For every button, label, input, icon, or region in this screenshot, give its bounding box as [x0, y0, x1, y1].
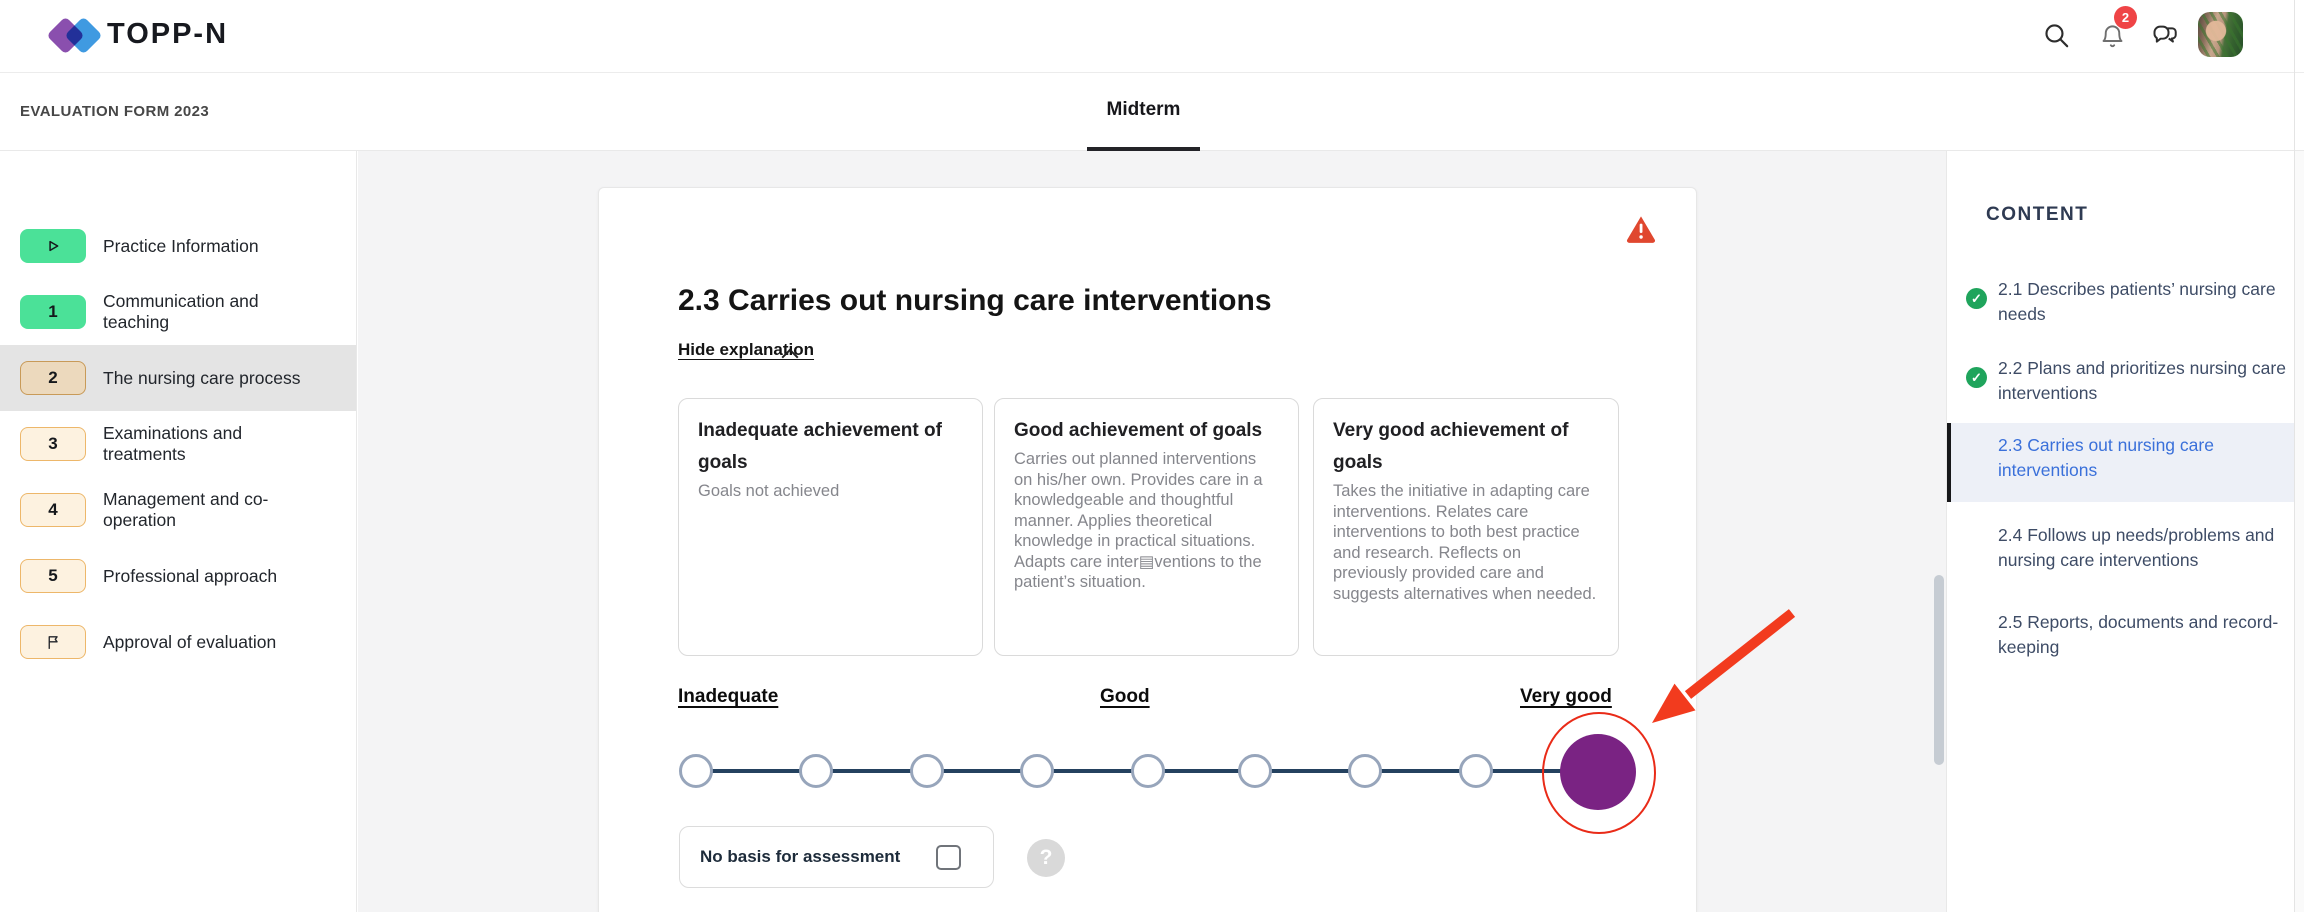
content-scrollbar-thumb[interactable]	[1934, 575, 1944, 765]
notification-count-badge[interactable]: 2	[2114, 6, 2137, 29]
annotation-circle	[1542, 712, 1656, 834]
play-icon	[20, 229, 86, 263]
explanation-very-good: Very good achievement of goals Takes the…	[1313, 398, 1619, 656]
check-icon: ✓	[1966, 367, 1987, 388]
sidebar-item-label: Approval of evaluation	[103, 631, 277, 652]
sidebar-badge: 2	[20, 361, 86, 395]
sidebar-item-communication[interactable]: 1 Communication and teaching	[0, 279, 356, 345]
hide-explanation-toggle[interactable]: Hide explanation	[678, 340, 815, 359]
explanation-title: Very good achievement of goals	[1333, 420, 1569, 473]
notifications-bell-icon[interactable]	[2099, 23, 2126, 50]
sidebar-item-professional-approach[interactable]: 5 Professional approach	[0, 543, 356, 609]
warning-icon	[1625, 214, 1657, 249]
search-icon[interactable]	[2043, 22, 2070, 49]
rating-point-8[interactable]	[1459, 754, 1493, 788]
explanation-title: Inadequate achievement of goals	[698, 420, 942, 473]
sidebar-item-label: Communication and teaching	[103, 291, 259, 332]
nav-item-label: 2.5 Reports, documents and record-keepin…	[1998, 612, 2279, 657]
flag-icon	[20, 625, 86, 659]
sidebar-item-label: Examinations and treatments	[103, 423, 243, 464]
explanation-inadequate: Inadequate achievement of goals Goals no…	[678, 398, 983, 656]
form-bar: EVALUATION FORM 2023 Midterm	[0, 73, 2304, 151]
scale-label-inadequate: Inadequate	[678, 686, 779, 707]
rating-point-3[interactable]	[910, 754, 944, 788]
sidebar-item-examinations[interactable]: 3 Examinations and treatments	[0, 411, 356, 477]
explanation-body: Takes the initiative in adapting care in…	[1333, 482, 1597, 603]
rating-point-2[interactable]	[799, 754, 833, 788]
chat-icon[interactable]	[2151, 22, 2178, 49]
tab-midterm[interactable]: Midterm	[1087, 73, 1200, 151]
nav-item-label: 2.1 Describes patients’ nursing care nee…	[1998, 279, 2276, 324]
content-nav-heading: CONTENT	[1986, 204, 2089, 225]
rating-point-6[interactable]	[1238, 754, 1272, 788]
sidebar-badge: 1	[20, 295, 86, 329]
sidebar-badge: 3	[20, 427, 86, 461]
nav-item-label: 2.4 Follows up needs/problems and nursin…	[1998, 525, 2275, 570]
user-avatar[interactable]	[2198, 12, 2243, 57]
app-name: TOPP-N	[107, 18, 229, 50]
tab-midterm-label: Midterm	[1106, 99, 1181, 120]
explanation-body: Carries out planned interventions on his…	[1014, 450, 1263, 591]
rating-point-7[interactable]	[1348, 754, 1382, 788]
tab-active-underline	[1087, 147, 1200, 151]
main-area: 2.3 Carries out nursing care interventio…	[358, 151, 1946, 912]
app-logo-icon	[46, 14, 103, 58]
rating-point-4[interactable]	[1020, 754, 1054, 788]
form-title: EVALUATION FORM 2023	[20, 103, 210, 120]
sidebar-item-practice-information[interactable]: Practice Information	[0, 213, 356, 279]
sidebar-item-management[interactable]: 4 Management and co-operation	[0, 477, 356, 543]
rating-point-5[interactable]	[1131, 754, 1165, 788]
sidebar-item-label: Professional approach	[103, 565, 278, 586]
sidebar-item-label: Practice Information	[103, 235, 259, 256]
sidebar-badge: 4	[20, 493, 86, 527]
top-header: TOPP-N 2	[0, 0, 2304, 73]
rating-point-1[interactable]	[679, 754, 713, 788]
help-icon[interactable]: ?	[1027, 839, 1065, 877]
content-nav: CONTENT ✓ 2.1 Describes patients’ nursin…	[1946, 151, 2295, 912]
explanation-body: Goals not achieved	[698, 482, 840, 500]
left-sidebar: Practice Information 1 Communication and…	[0, 151, 357, 912]
nav-item-2-3-active[interactable]: 2.3 Carries out nursing care interventio…	[1947, 423, 2295, 502]
annotation-arrow-icon	[1652, 609, 1796, 723]
sidebar-item-nursing-care-process[interactable]: 2 The nursing care process	[0, 345, 356, 411]
section-title: 2.3 Carries out nursing care interventio…	[678, 284, 1272, 317]
sidebar-item-label: Management and co-operation	[103, 489, 269, 530]
nav-item-label: 2.2 Plans and prioritizes nursing care i…	[1998, 358, 2286, 403]
page-scrollbar-border	[2294, 0, 2295, 912]
explanation-title: Good achievement of goals	[1014, 420, 1263, 441]
no-basis-checkbox[interactable]	[936, 845, 961, 870]
explanation-good: Good achievement of goals Carries out pl…	[994, 398, 1299, 656]
sidebar-item-label: The nursing care process	[103, 367, 301, 388]
sidebar-badge: 5	[20, 559, 86, 593]
no-basis-label: No basis for assessment	[700, 847, 901, 866]
scale-label-very-good: Very good	[1520, 686, 1612, 707]
scale-label-good: Good	[1100, 686, 1150, 707]
evaluation-card: 2.3 Carries out nursing care interventio…	[598, 187, 1697, 912]
sidebar-item-approval[interactable]: Approval of evaluation	[0, 609, 356, 675]
page-scrollbar-track[interactable]	[2295, 0, 2304, 912]
nav-item-label: 2.3 Carries out nursing care interventio…	[1998, 435, 2214, 480]
check-icon: ✓	[1966, 288, 1987, 309]
no-basis-box[interactable]: No basis for assessment	[679, 826, 994, 888]
